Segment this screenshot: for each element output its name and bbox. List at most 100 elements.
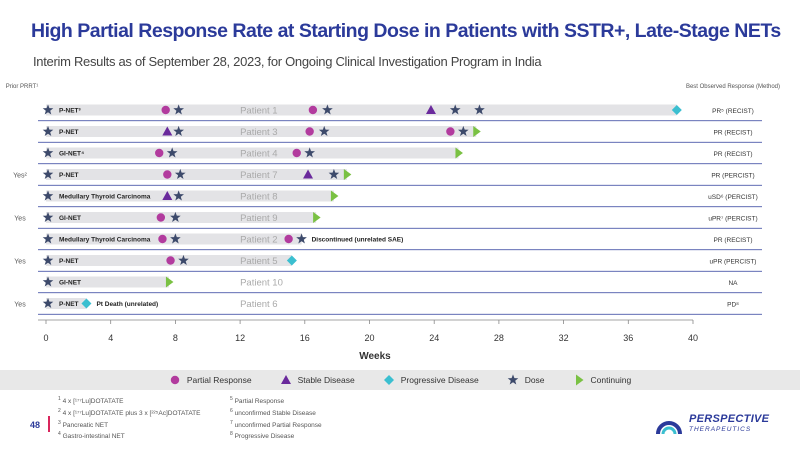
best-response-value: PR (RECIST): [714, 237, 753, 244]
partial-response-marker: [308, 105, 318, 115]
dose-marker: [449, 104, 461, 115]
dose-marker: [173, 125, 184, 136]
partial-response-marker: [284, 234, 293, 244]
footnote: 2 4 x [¹⁷⁷Lu]DOTATATE plus 3 x [²²⁵Ac]DO…: [58, 407, 201, 417]
dose-marker: [42, 254, 54, 265]
logo-icon: [656, 421, 682, 435]
footnote: 3 Pancreatic NET: [58, 419, 109, 429]
dose-marker: [458, 125, 469, 136]
progressive-disease-marker: [81, 298, 92, 309]
dose-marker: [322, 104, 333, 115]
dose-marker: [304, 147, 315, 158]
patient-label: Patient 2: [240, 235, 278, 246]
dose-marker: [318, 125, 330, 136]
prior-prrt-header: Prior PRRT¹: [6, 84, 39, 90]
footnotes-right: 5 Partial Response 6 unconfirmed Stable D…: [230, 395, 322, 442]
x-tick-label: 36: [623, 333, 633, 343]
footnote: 4 Gastro-intestinal NET: [58, 431, 125, 441]
stable-disease-marker: [162, 126, 173, 136]
legend-partial-response-marker: [170, 375, 180, 385]
partial-response-marker: [305, 127, 314, 136]
partial-response-marker: [163, 170, 172, 179]
progressive-disease-marker: [286, 255, 297, 266]
dose-marker: [42, 276, 54, 287]
footnote: 1 4 x [¹⁷⁷Lu]DOTATATE: [58, 396, 124, 406]
legend-label: Dose: [524, 375, 545, 385]
legend-continuing-marker: [575, 374, 584, 386]
x-tick-label: 16: [300, 333, 310, 343]
patient-row: Patient 10 GI-NET NA: [38, 276, 762, 294]
prior-prrt-value: Yes: [14, 216, 26, 223]
legend-item-continuing: Continuing: [573, 374, 632, 386]
logo-name: PERSPECTIVE: [689, 413, 770, 425]
legend-dose-marker: [507, 374, 518, 385]
dose-marker: [173, 190, 184, 201]
dose-marker: [170, 211, 181, 222]
patient-row: Patient 4 GI-NET⁴ PR (RECIST): [38, 147, 762, 165]
best-response-value: PR (RECIST): [714, 130, 753, 137]
best-response-value: uPR⁷ (PERCIST): [708, 216, 757, 223]
footnote: 6 unconfirmed Stable Disease: [230, 407, 316, 417]
tumor-type-label: P-NET: [59, 172, 79, 179]
best-response-value: PR (RECIST): [714, 151, 753, 158]
prior-prrt-value: Yes: [14, 259, 26, 266]
legend: Partial Response Stable Disease Progressiv…: [0, 370, 800, 390]
duration-bar: [46, 190, 334, 202]
continuing-marker: [343, 169, 352, 180]
duration-bar: [46, 126, 477, 137]
dose-marker: [474, 104, 485, 115]
partial-response-marker: [155, 148, 164, 158]
footnote: 8 Progressive Disease: [230, 431, 295, 441]
best-response-value: NA: [728, 280, 738, 287]
patient-label: Patient 3: [240, 127, 278, 138]
duration-bar: [46, 169, 347, 180]
dose-marker: [42, 104, 54, 115]
tumor-type-label: GI-NET: [59, 280, 81, 287]
continuing-marker: [455, 147, 463, 159]
legend-label: Continuing: [590, 375, 632, 385]
tumor-type-label: GI-NET⁴: [59, 151, 84, 158]
dose-marker: [170, 233, 181, 244]
dose-icon: [507, 374, 518, 385]
legend-label: Progressive Disease: [400, 375, 479, 385]
patient-row: Patient 8 Medullary Thyroid Carcinoma uSD⁶…: [38, 190, 762, 208]
page-title: High Partial Response Rate at Starting D…: [31, 20, 781, 42]
best-response-value: uSD⁶ (PERCIST): [708, 194, 758, 201]
partial-response-marker: [158, 234, 167, 244]
patient-label: Patient 4: [240, 149, 278, 160]
continuing-marker: [313, 212, 321, 223]
dose-marker: [42, 190, 54, 201]
tumor-type-label: P-NET: [59, 258, 79, 265]
partial-response-marker: [446, 127, 455, 136]
patient-label: Patient 10: [240, 278, 283, 289]
x-tick-label: 32: [559, 333, 569, 343]
stable-disease-marker: [425, 105, 436, 114]
dose-marker: [42, 168, 54, 179]
continuing-marker: [165, 276, 174, 288]
stable-disease-marker: [162, 191, 173, 200]
footnote: 7 unconfirmed Partial Response: [230, 419, 322, 429]
duration-bar: [46, 298, 87, 309]
x-tick-label: 28: [494, 333, 504, 343]
footnote: 5 Partial Response: [230, 396, 285, 406]
progressive-disease-marker: [671, 105, 682, 115]
progressive-disease-icon: [383, 375, 394, 385]
tumor-type-label: Medullary Thyroid Carcinoma: [59, 237, 151, 244]
x-tick-label: 12: [235, 333, 245, 343]
dose-marker: [174, 168, 186, 179]
x-tick-label: 20: [364, 333, 374, 343]
patient-label: Patient 8: [240, 192, 278, 203]
dose-marker: [166, 147, 178, 158]
page-subtitle: Interim Results as of September 28, 2023…: [33, 54, 542, 69]
legend-item-progressive-disease: Progressive Disease: [383, 374, 479, 386]
swimmer-chart: Prior PRRT¹ Best Observed Response (Meth…: [6, 84, 780, 362]
legend-progressive-disease-marker: [383, 375, 394, 385]
x-tick-label: 40: [688, 333, 698, 343]
duration-bar: [46, 104, 677, 116]
tumor-type-label: P-NET: [59, 129, 79, 136]
duration-bar: [46, 276, 169, 288]
patient-label: Patient 5: [240, 256, 278, 267]
legend-stable-disease-marker: [280, 375, 291, 384]
dose-marker: [173, 104, 184, 115]
row-note: Discontinued (unrelated SAE): [312, 237, 404, 244]
